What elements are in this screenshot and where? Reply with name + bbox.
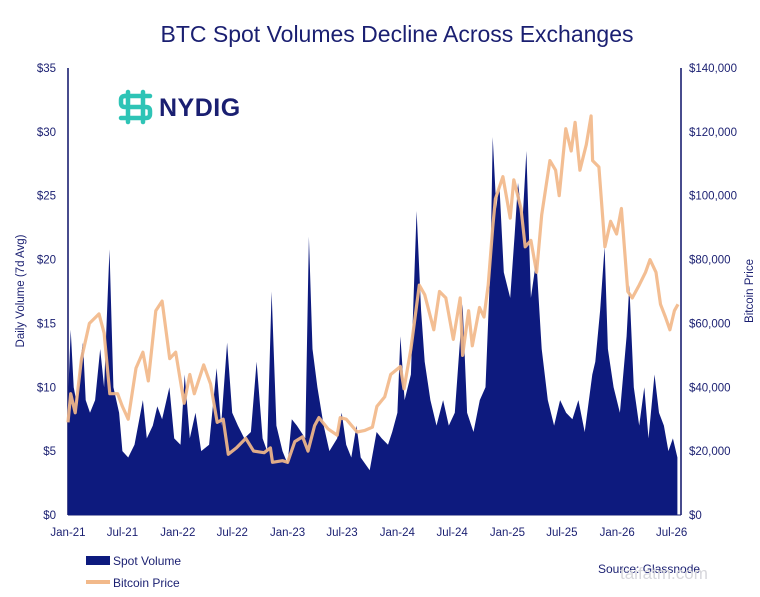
right-axis-label: Bitcoin Price [744, 259, 756, 323]
spot-volume-area [68, 137, 678, 515]
x-tick-label: Jul-26 [656, 527, 687, 539]
left-axis-label: Daily Volume (7d Avg) [15, 234, 27, 347]
legend-label-spot-volume: Spot Volume [113, 554, 181, 568]
x-tick-label: Jan-23 [270, 527, 305, 539]
x-tick-label: Jan-24 [380, 527, 416, 539]
x-tick-label: Jan-22 [160, 527, 195, 539]
nydig-logo-icon [118, 89, 153, 125]
right-axis-ticks: $0 $20,000 $40,000 $60,000 $80,000 $100,000 $1… [689, 63, 737, 522]
x-tick-label: Jan-25 [490, 527, 525, 539]
watermark: taifatm.com [620, 564, 708, 583]
x-axis-ticks: Jan-21 Jul-21 Jan-22 Jul-22 Jan-23 Jul-23 Jan-… [50, 527, 687, 539]
left-tick-label: $10 [37, 382, 56, 394]
legend-label-bitcoin-price: Bitcoin Price [113, 576, 180, 590]
right-tick-label: $60,000 [689, 318, 731, 330]
bitcoin-price-line [66, 114, 680, 464]
left-tick-label: $30 [37, 127, 56, 139]
x-tick-label: Jan-26 [600, 527, 635, 539]
left-tick-label: $35 [37, 63, 56, 75]
x-tick-label: Jul-24 [436, 527, 468, 539]
left-tick-label: $20 [37, 255, 56, 267]
nydig-logo-text: NYDIG [159, 94, 241, 122]
right-tick-label: $0 [689, 510, 702, 522]
chart-title: BTC Spot Volumes Decline Across Exchange… [160, 21, 633, 47]
right-tick-label: $120,000 [689, 127, 737, 139]
right-tick-label: $80,000 [689, 255, 731, 267]
x-tick-label: Jul-25 [546, 527, 577, 539]
left-tick-label: $15 [37, 318, 56, 330]
x-tick-label: Jul-23 [326, 527, 357, 539]
legend: Spot Volume Bitcoin Price [86, 554, 181, 590]
legend-swatch-spot-volume [86, 556, 110, 565]
left-tick-label: $25 [37, 191, 56, 203]
spot-volume-series [68, 137, 678, 515]
nydig-logo: NYDIG [118, 89, 241, 125]
x-tick-label: Jul-22 [217, 527, 248, 539]
left-tick-label: $0 [43, 510, 56, 522]
right-tick-label: $140,000 [689, 63, 737, 75]
bitcoin-price-series [66, 114, 680, 464]
right-tick-label: $20,000 [689, 446, 731, 458]
x-tick-label: Jul-21 [107, 527, 138, 539]
x-tick-label: Jan-21 [50, 527, 85, 539]
legend-swatch-bitcoin-price [86, 580, 110, 584]
left-tick-label: $5 [43, 446, 56, 458]
source-note: Source: Glassnode [598, 562, 700, 576]
left-axis-ticks: $0 $5 $10 $15 $20 $25 $30 $35 [37, 63, 56, 522]
right-tick-label: $100,000 [689, 191, 737, 203]
right-tick-label: $40,000 [689, 382, 731, 394]
